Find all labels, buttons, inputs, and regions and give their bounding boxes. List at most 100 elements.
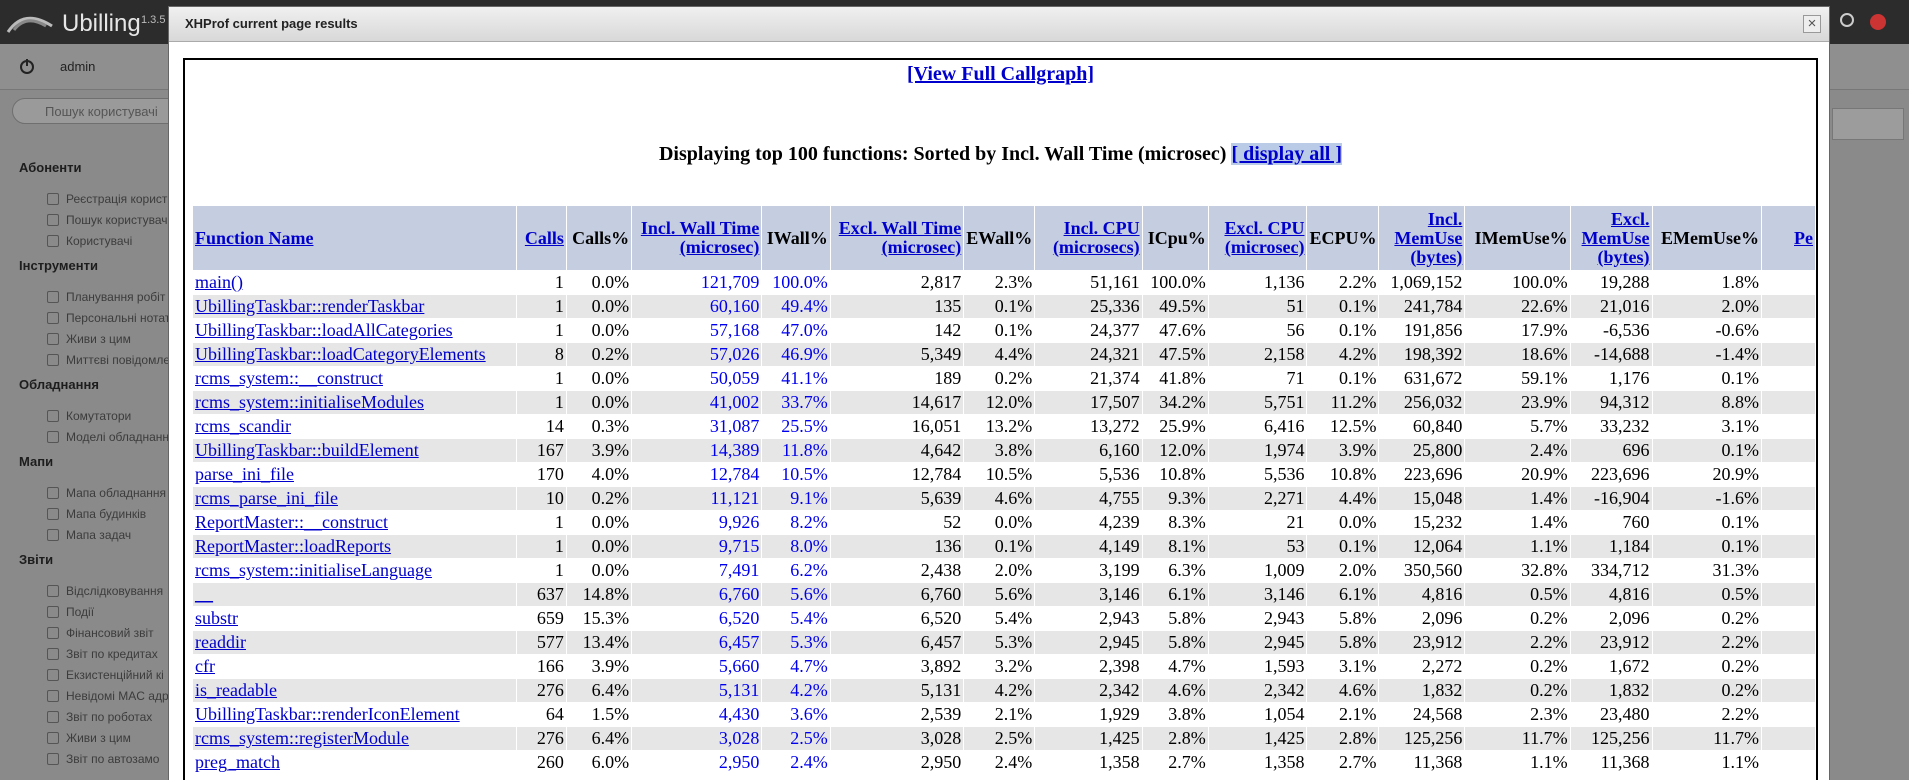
sidebar-item[interactable]: Мапа будинків — [66, 507, 147, 521]
sort-link[interactable]: Incl. CPU (microsecs) — [1052, 218, 1140, 257]
metric-cell: 276 — [517, 727, 566, 750]
sidebar-item[interactable]: Фінансовий звіт — [66, 626, 154, 640]
sidebar-item[interactable]: Живи з цим — [66, 332, 131, 346]
sort-link[interactable]: Pe — [1794, 227, 1813, 248]
sidebar-item[interactable]: Події — [66, 605, 95, 619]
table-row: UbillingTaskbar::renderTaskbar 1 0.0% 60,16… — [193, 295, 1815, 318]
function-link[interactable]: is_readable — [195, 680, 277, 700]
function-link[interactable]: ReportMaster::loadReports — [195, 536, 391, 556]
sort-link[interactable]: Incl. Wall Time (microsec) — [640, 218, 760, 257]
table-row: rcms_system::initialiseModules 1 0.0% 41,00… — [193, 391, 1815, 414]
sidebar-item[interactable]: Миттєві повідомле — [66, 353, 171, 367]
metric-cell: 0.1% — [1307, 319, 1379, 342]
metric-cell: 71 — [1208, 367, 1307, 390]
function-link[interactable]: main() — [195, 272, 243, 292]
sidebar-item[interactable]: Планування робіт — [66, 290, 166, 304]
function-link[interactable]: parse_ini_file — [195, 464, 294, 484]
empty-cell — [1761, 703, 1815, 726]
panel-toggle — [1832, 108, 1904, 140]
function-link[interactable]: substr — [195, 608, 239, 628]
metric-cell: 4.6% — [1142, 679, 1208, 702]
function-link[interactable]: __ — [195, 584, 213, 604]
sidebar-item[interactable]: Живи з цим — [66, 731, 131, 745]
metric-cell: 10 — [517, 487, 566, 510]
sidebar-icon — [47, 431, 59, 443]
sidebar-item[interactable]: Звіт по автозамо — [66, 752, 160, 766]
sort-link[interactable]: Excl. CPU (microsec) — [1224, 218, 1305, 257]
sidebar-item[interactable]: Невідомі MAC адр — [66, 689, 169, 703]
sidebar-item[interactable]: Реєстрація корист — [66, 192, 168, 206]
sidebar-item[interactable]: Звіт по роботах — [66, 710, 153, 724]
sidebar-item[interactable]: Користувачі — [66, 234, 133, 248]
metric-cell: 23,912 — [1570, 631, 1652, 654]
metric-cell: 10.8% — [1142, 463, 1208, 486]
metric-cell: 1 — [517, 535, 566, 558]
callgraph-link[interactable]: [View Full Callgraph] — [906, 63, 1095, 85]
search-input[interactable]: Пошук користувачі — [12, 98, 192, 124]
function-cell: parse_ini_file — [193, 463, 517, 486]
function-link[interactable]: rcms_system::__construct — [195, 368, 383, 388]
sidebar-item[interactable]: Екзистенційний кі — [66, 668, 164, 682]
user-name[interactable]: admin — [60, 59, 96, 74]
sidebar-item[interactable]: Мапа обладнання — [66, 486, 167, 500]
function-link[interactable]: UbillingTaskbar::loadCategoryElements — [195, 344, 486, 364]
metric-cell: 5,751 — [1208, 391, 1307, 414]
function-link[interactable]: rcms_scandir — [195, 416, 291, 436]
sidebar-item[interactable]: Пошук користувач — [66, 213, 168, 227]
function-link[interactable]: rcms_system::registerModule — [195, 728, 409, 748]
sidebar-icon — [47, 291, 59, 303]
metric-cell: 8 — [517, 343, 566, 366]
function-link[interactable]: rcms_system::initialiseLanguage — [195, 560, 432, 580]
sort-link[interactable]: Function Name — [195, 227, 314, 248]
display-all-link[interactable]: [ display all ] — [1231, 143, 1343, 165]
metric-cell: 0.2% — [1652, 679, 1761, 702]
function-link[interactable]: UbillingTaskbar::loadAllCategories — [195, 320, 453, 340]
metric-cell: 46.9% — [762, 343, 830, 366]
table-row: UbillingTaskbar::loadAllCategories 1 0.0% 5… — [193, 319, 1815, 342]
function-link[interactable]: rcms_parse_ini_file — [195, 488, 338, 508]
metric-cell: 4.4% — [964, 343, 1035, 366]
function-link[interactable]: UbillingTaskbar::renderTaskbar — [195, 296, 425, 316]
function-link[interactable]: rcms_system::initialiseModules — [195, 392, 424, 412]
app-version: 1.3.5 — [141, 14, 166, 26]
metric-cell: 1,009 — [1208, 559, 1307, 582]
sidebar-icon — [47, 585, 59, 597]
modal-title: XHProf current page results — [185, 16, 358, 31]
function-cell: UbillingTaskbar::renderTaskbar — [193, 295, 517, 318]
metric-cell: 6.1% — [1142, 583, 1208, 606]
metric-cell: 0.0% — [566, 295, 632, 318]
sidebar-item[interactable]: Відслідковування — [66, 584, 164, 598]
metric-cell: 32.8% — [1465, 559, 1570, 582]
sidebar-item[interactable]: Персональні нотат — [66, 311, 171, 325]
empty-cell — [1761, 511, 1815, 534]
metric-cell: 60,160 — [632, 295, 762, 318]
function-link[interactable]: UbillingTaskbar::renderIconElement — [195, 704, 460, 724]
metric-cell: 5,536 — [1208, 463, 1307, 486]
function-link[interactable]: UbillingTaskbar::buildElement — [195, 440, 419, 460]
metric-cell: 52 — [830, 511, 964, 534]
sidebar-item[interactable]: Мапа задач — [66, 528, 132, 542]
sidebar-item[interactable]: Моделі обладнанн — [66, 430, 170, 444]
function-link[interactable]: cfr — [195, 656, 215, 676]
top-icons[interactable] — [1838, 10, 1898, 34]
metric-cell: 5.6% — [964, 583, 1035, 606]
empty-cell — [1761, 463, 1815, 486]
metric-cell: 0.0% — [964, 511, 1035, 534]
sidebar-item[interactable]: Звіт по кредитах — [66, 647, 158, 661]
sort-link[interactable]: Calls — [524, 227, 564, 248]
function-link[interactable]: readdir — [195, 632, 246, 652]
metric-cell: 5,131 — [830, 679, 964, 702]
function-link[interactable]: ReportMaster::__construct — [195, 512, 388, 532]
metric-cell: 49.5% — [1142, 295, 1208, 318]
table-row: substr 659 15.3% 6,520 5.4% 6,520 5.4% 2,943 5.8… — [193, 607, 1815, 630]
function-cell: __ — [193, 583, 517, 606]
sort-link[interactable]: Excl. Wall Time (microsec) — [838, 218, 962, 257]
function-link[interactable]: preg_match — [195, 752, 280, 772]
metric-cell: 6,760 — [632, 583, 762, 606]
sort-link[interactable]: Incl. MemUse (bytes) — [1394, 208, 1463, 267]
metric-cell: 9,715 — [632, 535, 762, 558]
close-button[interactable]: × — [1803, 15, 1821, 33]
logout-icon[interactable] — [19, 58, 35, 74]
sidebar-item[interactable]: Комутатори — [66, 409, 132, 423]
sort-link[interactable]: Excl. MemUse (bytes) — [1581, 208, 1650, 267]
